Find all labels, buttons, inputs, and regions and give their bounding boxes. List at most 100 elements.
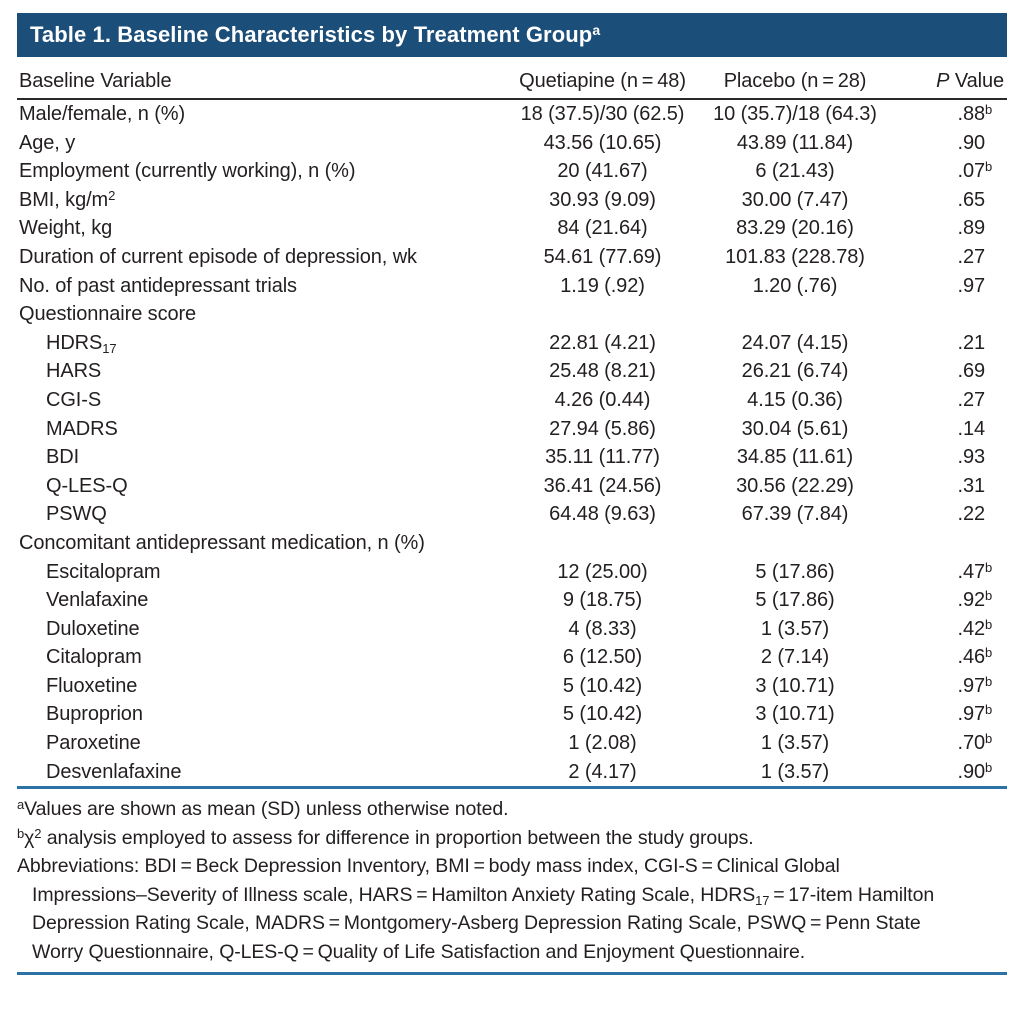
text: Values are shown as mean (SD) unless oth… [24, 798, 509, 821]
text: Venlafaxine [46, 589, 149, 612]
text: HDRS [46, 331, 103, 354]
text: MADRS [46, 417, 118, 440]
text: Weight, kg [19, 217, 113, 240]
placebo-value: 4.15 (0.36) [747, 388, 843, 411]
quetiapine-value: 1.19 (.92) [560, 274, 645, 297]
footnote-b: bχ2 analysis employed to assess for diff… [17, 824, 947, 853]
p-value: .97b [957, 702, 993, 726]
page-bottom-rule [17, 972, 1007, 976]
quetiapine-value: 2 (4.17) [568, 760, 637, 783]
p-value: .27 [885, 386, 1007, 415]
table-row: Q-LES-Q 36.41 (24.56) 30.56 (22.29) .31 [17, 472, 1007, 501]
quetiapine-value: 36.41 (24.56) [543, 474, 662, 497]
placebo-value: 83.29 (20.16) [736, 217, 854, 240]
quetiapine-value: 9 (18.75) [562, 589, 643, 612]
row-label: Escitalopram [17, 558, 500, 587]
text: Buproprion [46, 703, 143, 726]
row-label: Fluoxetine [17, 672, 500, 701]
p-value: .07b [957, 159, 993, 183]
p-value-text: .22 [957, 503, 985, 526]
placebo-value: 5 (17.86) [755, 589, 835, 612]
p-value: .14 [885, 415, 1007, 444]
quetiapine-value: 4 (8.33) [568, 617, 637, 640]
p-value-header-italic-p: P [936, 70, 950, 92]
row-label: Male/female, n (%) [17, 100, 500, 129]
text: No. of past antidepressant trials [19, 274, 297, 297]
row-label: Paroxetine [17, 729, 500, 758]
row-label: Duloxetine [17, 615, 500, 644]
p-value: .42b [957, 616, 993, 640]
p-value-text: .31 [957, 474, 985, 497]
quetiapine-value: 64.48 (9.63) [549, 503, 656, 526]
quetiapine-value: 12 (25.00) [557, 560, 648, 583]
p-value: .69 [885, 357, 1007, 386]
placebo-value: 43.89 (11.84) [736, 131, 854, 154]
placebo-value: 3 (10.71) [755, 674, 835, 697]
quetiapine-value: 18 (37.5)/30 (62.5) [520, 103, 685, 125]
p-value-text: .27 [957, 245, 985, 268]
superscript: 2 [108, 187, 116, 203]
p-value: .27 [885, 243, 1007, 272]
placebo-value: 10 (35.7)/18 (64.3) [713, 103, 877, 125]
placebo-value: 6 (21.43) [755, 160, 835, 183]
text: Desvenlafaxine [46, 760, 182, 783]
placebo-value: 2 (7.14) [760, 646, 830, 669]
row-label: MADRS [17, 415, 500, 444]
p-value-text: .69 [957, 360, 985, 383]
placebo-value: 1 (3.57) [760, 732, 830, 755]
p-value: .70b [957, 731, 993, 755]
row-label: Age, y [17, 129, 500, 158]
table-row: Buproprion 5 (10.42) 3 (10.71) .97b [17, 700, 1007, 729]
text: χ [24, 826, 35, 849]
text: Concomitant antidepressant medication, n… [19, 531, 425, 554]
p-value-text: .47 [957, 560, 985, 583]
p-value-text: .14 [957, 417, 985, 440]
column-header-placebo: Placebo (n = 28) [723, 70, 867, 92]
quetiapine-value: 35.11 (11.77) [545, 446, 660, 469]
section-row: Questionnaire score [17, 300, 1007, 329]
quetiapine-value: 22.81 (4.21) [549, 331, 656, 354]
p-value-text: .21 [957, 331, 985, 354]
table-row: Weight, kg 84 (21.64) 83.29 (20.16) .89 [17, 214, 1007, 243]
table-bottom-rule [17, 786, 1007, 790]
footnote-a: aValues are shown as mean (SD) unless ot… [17, 795, 947, 824]
p-value: .65 [885, 186, 1007, 215]
text: Abbreviations: BDI = Beck Depression Inv… [17, 855, 840, 906]
row-label: BMI, kg/m2 [17, 186, 500, 215]
row-label: Venlafaxine [17, 586, 500, 615]
p-value: .97 [885, 272, 1007, 301]
table-row: Duloxetine 4 (8.33) 1 (3.57) .42b [17, 615, 1007, 644]
p-value-text: .93 [957, 446, 985, 469]
p-value: .89 [885, 214, 1007, 243]
table-title-footnote-marker: a [592, 22, 601, 38]
p-value-text: .65 [957, 188, 985, 211]
p-value: .22 [885, 500, 1007, 529]
table-row: No. of past antidepressant trials 1.19 (.… [17, 272, 1007, 301]
column-header-p-value: P Value [885, 70, 1007, 93]
p-value: .93 [885, 443, 1007, 472]
text: Age, y [19, 131, 76, 154]
p-value: .97b [957, 673, 993, 697]
placebo-value: 3 (10.71) [755, 703, 835, 726]
row-label: CGI-S [17, 386, 500, 415]
placebo-value: 1.20 (.76) [752, 274, 838, 297]
text: PSWQ [46, 503, 107, 526]
text: Employment (currently working), n (%) [19, 160, 356, 183]
table-row: HDRS17 22.81 (4.21) 24.07 (4.15) .21 [17, 329, 1007, 358]
quetiapine-value: 54.61 (77.69) [543, 245, 662, 268]
quetiapine-value: 4.26 (0.44) [554, 388, 651, 411]
superscript: a [17, 797, 25, 813]
table-row: Escitalopram 12 (25.00) 5 (17.86) .47b [17, 558, 1007, 587]
text: Escitalopram [46, 560, 161, 583]
row-label: Buproprion [17, 700, 500, 729]
table-title-bar: Table 1. Baseline Characteristics by Tre… [17, 13, 1007, 57]
header-divider-rule [17, 98, 1007, 100]
table-row: BDI 35.11 (11.77) 34.85 (11.61) .93 [17, 443, 1007, 472]
p-value: .21 [885, 329, 1007, 358]
p-value-text: .42 [957, 617, 985, 640]
quetiapine-value: 27.94 (5.86) [549, 417, 656, 440]
table-row: Citalopram 6 (12.50) 2 (7.14) .46b [17, 643, 1007, 672]
p-value-text: .70 [957, 732, 985, 755]
column-header-baseline-variable: Baseline Variable [19, 70, 172, 92]
text: HARS [46, 360, 102, 383]
